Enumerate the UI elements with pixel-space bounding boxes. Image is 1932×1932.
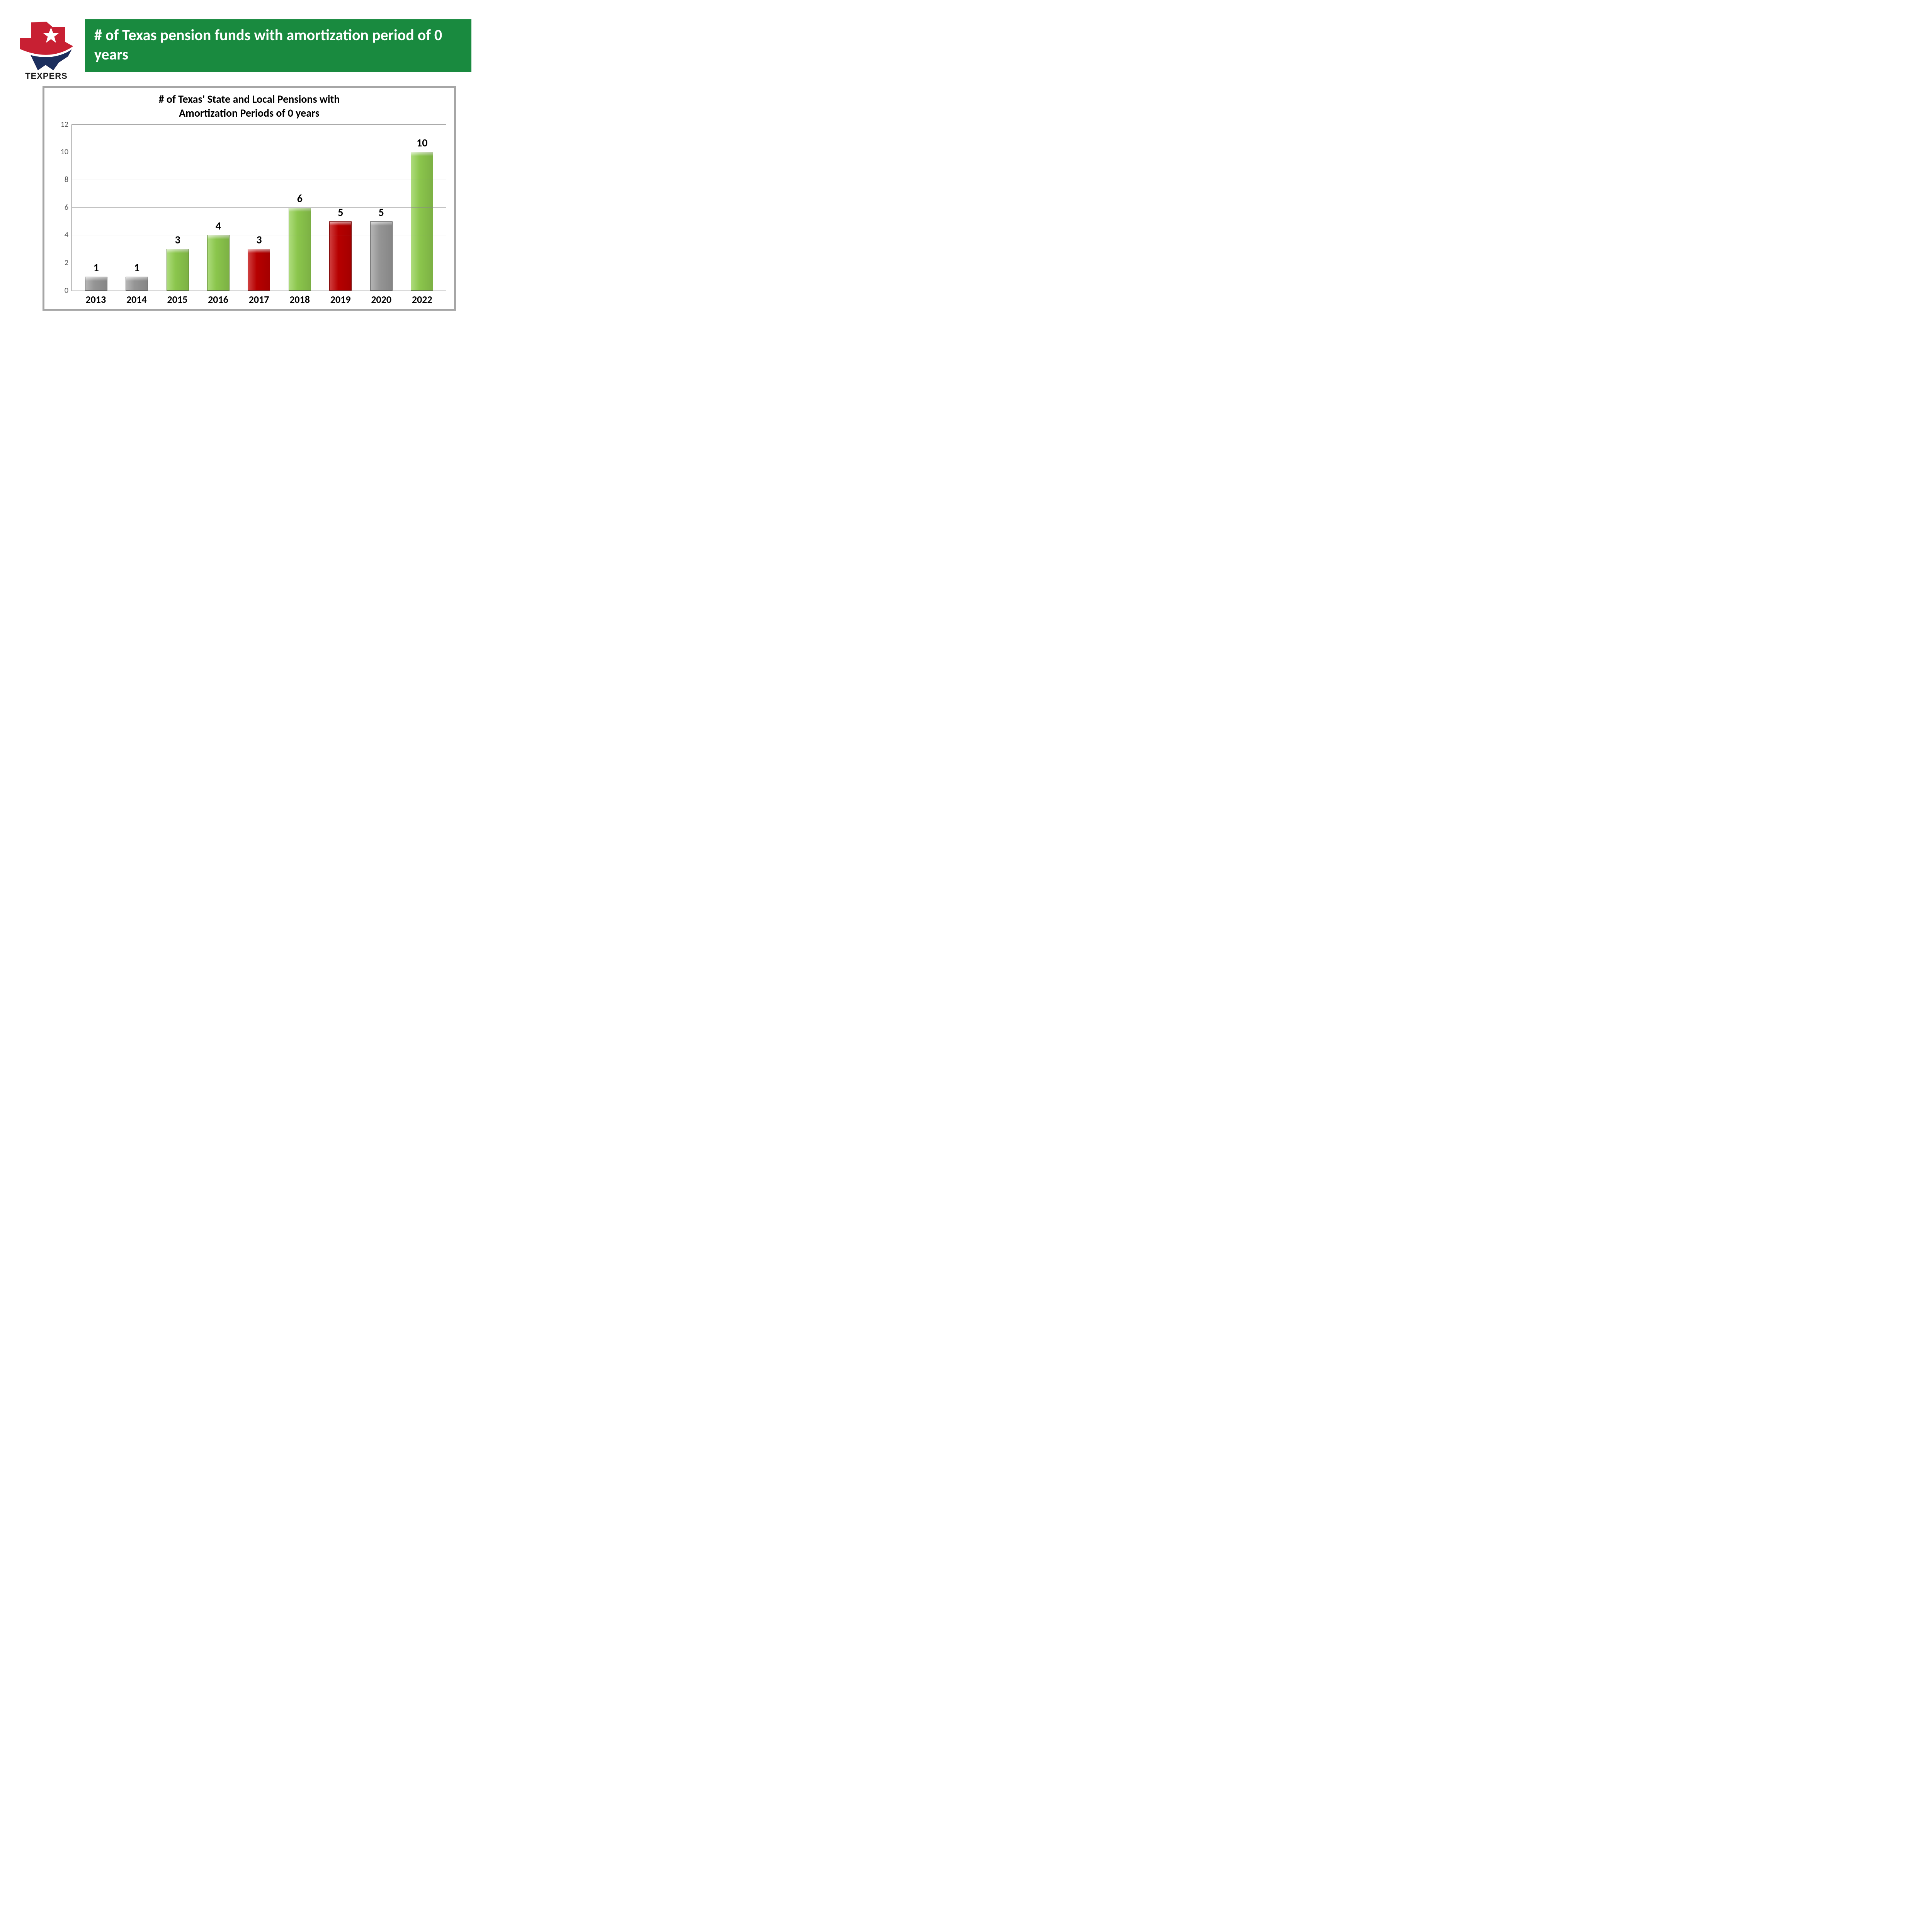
grid-line [72,207,446,208]
plot: 1134365510 [71,124,446,291]
bar [248,249,270,291]
y-tick: 2 [65,258,68,267]
x-axis-label: 2020 [361,293,402,306]
x-axis-label: 2016 [198,293,239,306]
logo-text: TEXPERS [15,71,77,81]
chart-container: # of Texas' State and Local Pensions wit… [43,86,456,311]
x-axis-label: 2018 [279,293,320,306]
y-tick: 6 [65,203,68,212]
plot-area: 024681012 1134365510 [52,124,446,291]
chart-title-line2: Amortization Periods of 0 years [179,106,320,120]
y-tick: 10 [61,147,68,156]
title-banner: # of Texas pension funds with amortizati… [85,19,471,72]
chart-title: # of Texas' State and Local Pensions wit… [52,92,446,121]
texpers-logo: TEXPERS [15,15,77,81]
bar [411,152,433,290]
y-axis: 024681012 [52,124,71,291]
y-tick: 12 [61,120,68,129]
chart-title-line1: # of Texas' State and Local Pensions wit… [159,92,340,106]
bar-value-label: 4 [216,219,221,233]
y-tick: 8 [65,175,68,184]
bar [370,221,393,291]
grid-line [72,124,446,125]
x-axis-label: 2013 [75,293,116,306]
x-axis-label: 2017 [238,293,279,306]
bar [85,277,107,291]
bar [167,249,189,291]
x-axis: 201320142015201620172018201920202022 [71,291,446,306]
bar [329,221,352,291]
x-axis-label: 2014 [116,293,157,306]
x-axis-label: 2019 [320,293,361,306]
x-axis-label: 2015 [157,293,198,306]
x-axis-label: 2022 [402,293,443,306]
y-tick: 0 [65,286,68,295]
bar [289,207,311,291]
slide: TEXPERS # of Texas pension funds with am… [15,15,471,311]
bar-value-label: 6 [297,192,303,205]
bar [126,277,148,291]
y-tick: 4 [65,230,68,240]
header-row: TEXPERS # of Texas pension funds with am… [15,15,471,81]
bar-value-label: 10 [417,136,427,150]
